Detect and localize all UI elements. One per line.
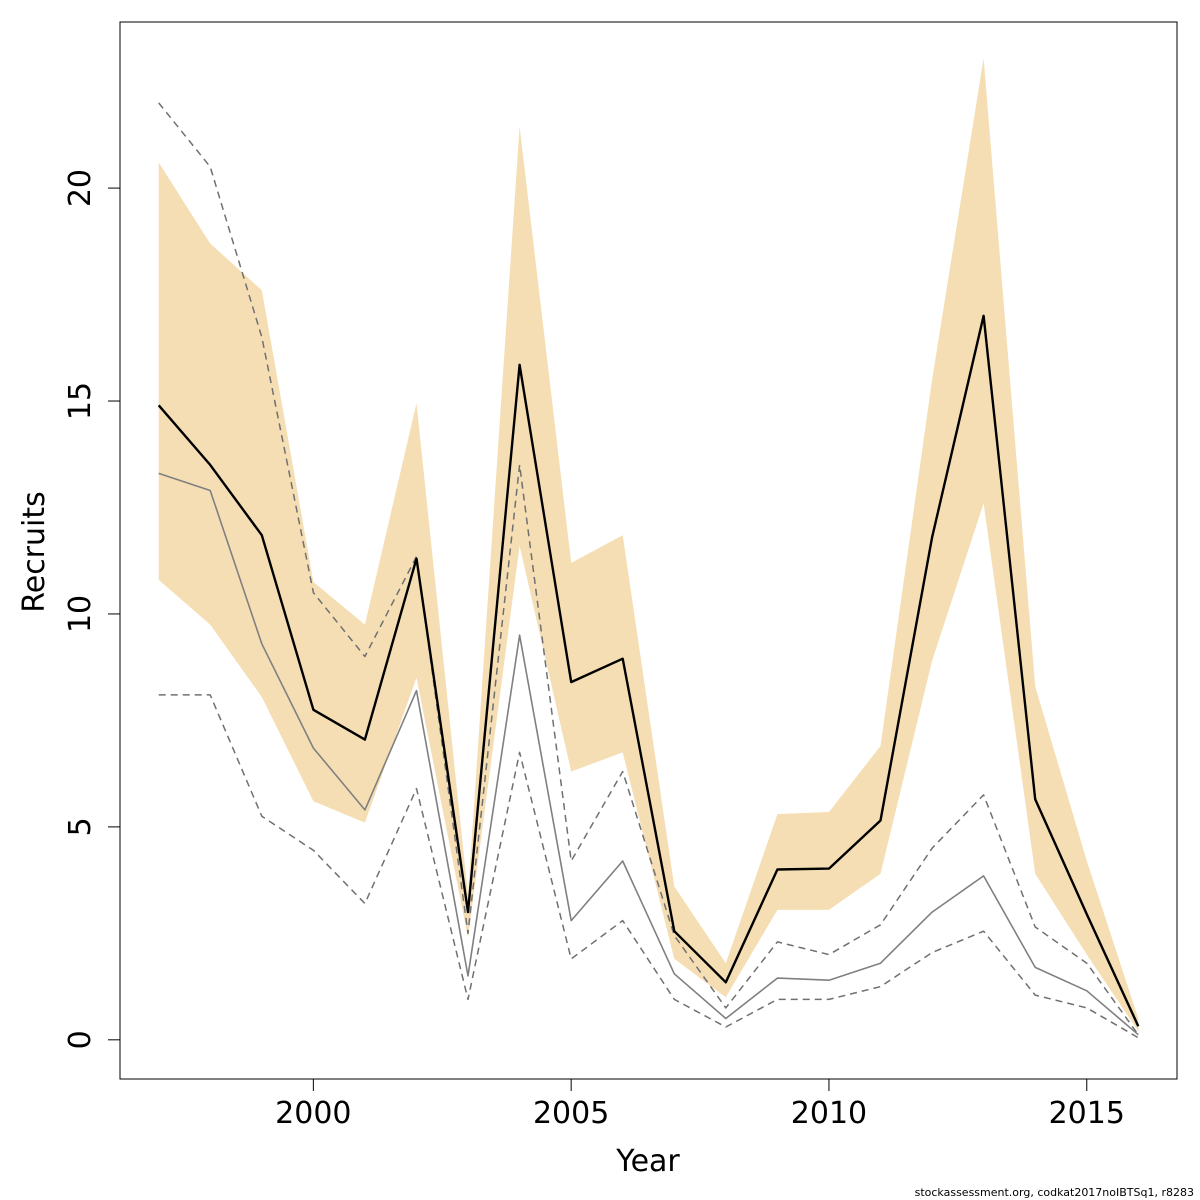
y-tick-label: 20	[63, 169, 98, 207]
confidence-band	[158, 58, 1139, 1032]
x-axis-title: Year	[615, 1144, 680, 1179]
y-axis-title: Recruits	[17, 491, 52, 613]
x-tick-label: 2010	[791, 1096, 867, 1131]
x-tick-label: 2015	[1049, 1096, 1125, 1131]
y-axis: 0 5 10 15 20	[63, 169, 121, 1049]
x-tick-label: 2005	[533, 1096, 609, 1131]
previous-estimate-line	[158, 472, 1139, 1036]
series-lines-layer	[157, 102, 1140, 1039]
y-tick-label: 15	[63, 382, 98, 420]
x-axis: 2000 2005 2010 2015	[275, 1078, 1125, 1131]
estimate-line	[157, 314, 1140, 1027]
y-tick-label: 10	[63, 595, 98, 633]
confidence-band-layer	[158, 58, 1139, 1032]
footer-credit: stockassessment.org, codkat2017noIBTSq1,…	[915, 1186, 1194, 1199]
previous-lower-ci-line	[158, 694, 1139, 1039]
y-tick-label: 5	[63, 817, 98, 836]
previous-upper-ci-line	[158, 102, 1139, 1036]
x-tick-label: 2000	[275, 1096, 351, 1131]
y-tick-label: 0	[63, 1030, 98, 1049]
